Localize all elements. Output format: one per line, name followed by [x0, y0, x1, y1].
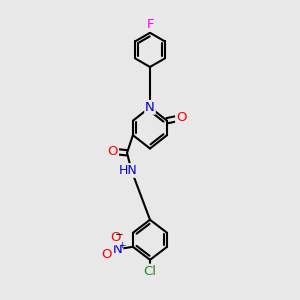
Text: O: O	[101, 248, 112, 261]
Text: Cl: Cl	[143, 265, 157, 278]
Text: N: N	[113, 243, 122, 256]
Text: O: O	[110, 232, 121, 244]
Text: N: N	[145, 101, 155, 114]
Text: HN: HN	[119, 164, 138, 177]
Text: +: +	[118, 241, 125, 250]
Text: O: O	[108, 145, 118, 158]
Text: F: F	[146, 18, 154, 31]
Text: −: −	[115, 230, 124, 240]
Text: O: O	[176, 111, 187, 124]
